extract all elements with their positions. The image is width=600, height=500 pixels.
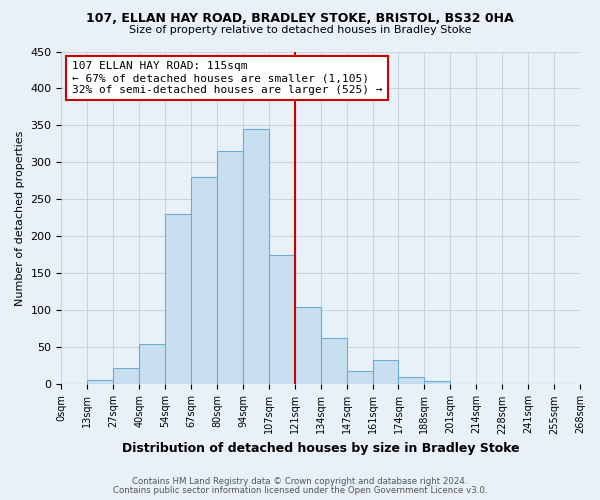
Y-axis label: Number of detached properties: Number of detached properties [15, 130, 25, 306]
X-axis label: Distribution of detached houses by size in Bradley Stoke: Distribution of detached houses by size … [122, 442, 520, 455]
Bar [373, 360, 398, 384]
Bar [269, 255, 295, 384]
Bar [217, 152, 243, 384]
Bar [191, 178, 217, 384]
Bar [347, 371, 373, 384]
Text: Size of property relative to detached houses in Bradley Stoke: Size of property relative to detached ho… [129, 25, 471, 35]
Text: Contains HM Land Registry data © Crown copyright and database right 2024.: Contains HM Land Registry data © Crown c… [132, 477, 468, 486]
Bar [243, 129, 269, 384]
Bar [295, 307, 321, 384]
Bar [321, 338, 347, 384]
Text: 107 ELLAN HAY ROAD: 115sqm
← 67% of detached houses are smaller (1,105)
32% of s: 107 ELLAN HAY ROAD: 115sqm ← 67% of deta… [72, 62, 382, 94]
Bar [139, 344, 165, 385]
Bar [113, 368, 139, 384]
Bar [424, 380, 451, 384]
Bar [88, 380, 113, 384]
Bar [398, 377, 424, 384]
Text: Contains public sector information licensed under the Open Government Licence v3: Contains public sector information licen… [113, 486, 487, 495]
Text: 107, ELLAN HAY ROAD, BRADLEY STOKE, BRISTOL, BS32 0HA: 107, ELLAN HAY ROAD, BRADLEY STOKE, BRIS… [86, 12, 514, 26]
Bar [165, 214, 191, 384]
